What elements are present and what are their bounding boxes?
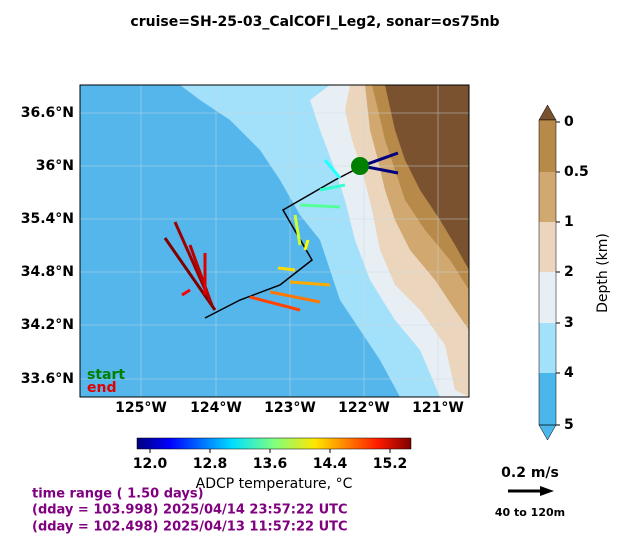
colorbar-tick-label: 14.4 (313, 456, 348, 472)
start-marker (351, 157, 369, 175)
lat-label: 34.8°N (21, 264, 74, 280)
depth-tick-label: 1 (564, 214, 574, 230)
time-end: (dday = 103.998) 2025/04/14 23:57:22 UTC (32, 503, 348, 518)
graticule (80, 85, 469, 397)
lat-label: 34.2°N (21, 317, 74, 333)
depth-range: 40 to 120m (495, 506, 565, 519)
lat-label: 35.4°N (21, 211, 74, 227)
scale-label: 0.2 m/s (501, 465, 559, 481)
depth-tick-label: 3 (564, 315, 574, 331)
title: cruise=SH-25-03_CalCOFI_Leg2, sonar=os75… (130, 14, 499, 30)
lat-label: 33.6°N (21, 371, 74, 387)
temperature-colorbar (136, 437, 412, 450)
colorbar-tick-label: 12.0 (133, 456, 168, 472)
lon-label: 125°W (115, 400, 167, 416)
colorbar-tick-label: 13.6 (253, 456, 288, 472)
end-label: end (87, 380, 116, 396)
map-frame (79, 84, 470, 398)
depth-tick-label: 2 (564, 264, 574, 280)
depth-tick-label: 0 (564, 114, 574, 130)
depth-colorbar-label: Depth (km) (595, 233, 611, 313)
depth-tick-label: 0.5 (564, 164, 589, 180)
temperature-colorbar-label: ADCP temperature, °C (196, 476, 353, 492)
lon-label: 121°W (412, 400, 464, 416)
land (385, 85, 469, 270)
time-range: time range ( 1.50 days) (32, 487, 204, 502)
colorbar-tick-label: 12.8 (193, 456, 228, 472)
map (80, 85, 469, 397)
depth-tick-label: 4 (564, 365, 574, 381)
scale-arrow (508, 486, 554, 496)
lon-label: 123°W (264, 400, 316, 416)
lon-label: 124°W (190, 400, 242, 416)
start-label: start (87, 367, 125, 383)
depth-tick-label: 5 (564, 417, 574, 433)
time-start: (dday = 102.498) 2025/04/13 11:57:22 UTC (32, 520, 348, 535)
lat-label: 36.6°N (21, 105, 74, 121)
ship-track (204, 165, 363, 319)
lon-label: 122°W (338, 400, 390, 416)
colorbar-tick-label: 15.2 (373, 456, 408, 472)
depth-colorbar (538, 104, 557, 441)
lat-label: 36°N (36, 158, 74, 174)
